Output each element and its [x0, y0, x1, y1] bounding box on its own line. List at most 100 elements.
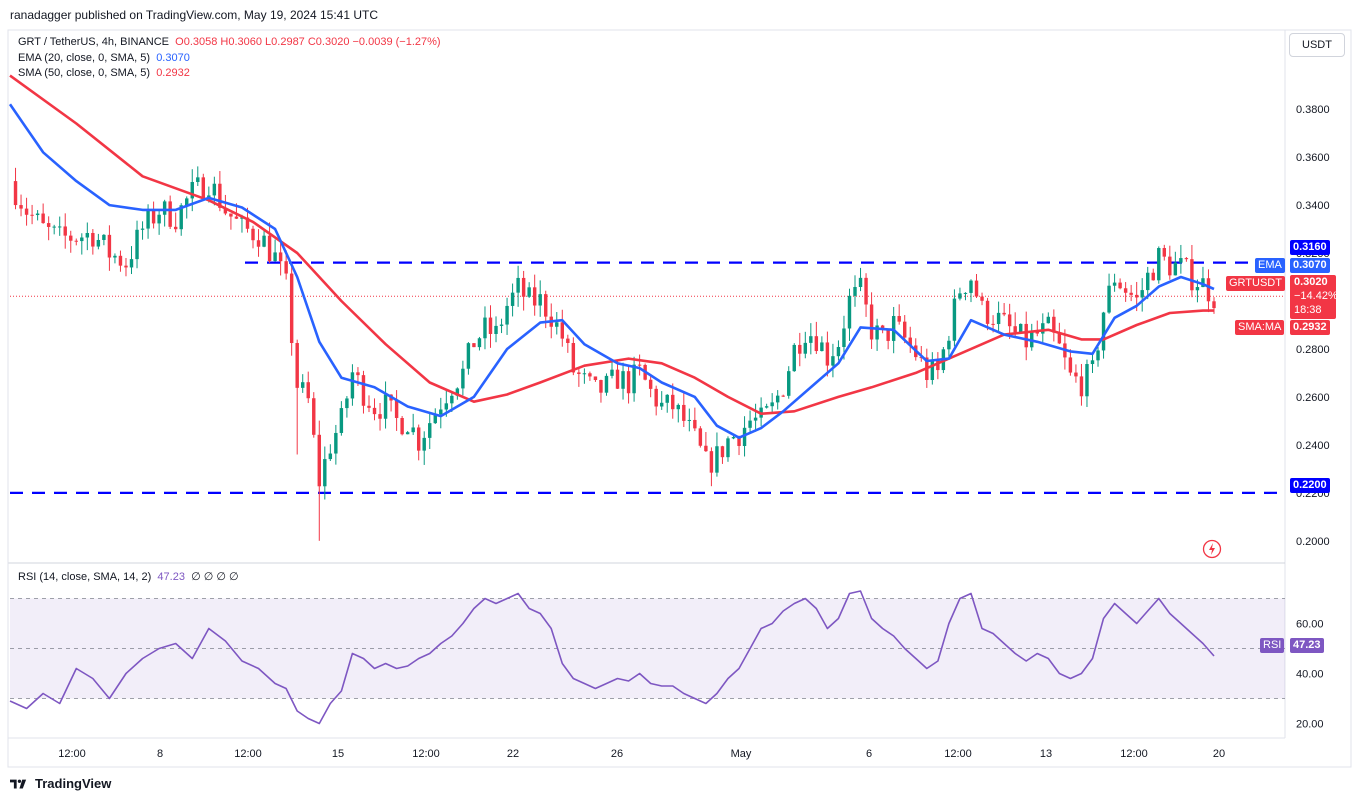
price-tick-label: 0.3400	[1296, 200, 1330, 212]
time-tick-label: 12:00	[58, 748, 86, 760]
candle-body	[825, 342, 830, 366]
time-tick-label: 6	[865, 748, 873, 760]
tradingview-footer: TradingView	[10, 776, 111, 791]
candle-body	[532, 287, 537, 306]
tradingview-logo-icon	[10, 779, 27, 789]
candle-body	[820, 342, 824, 352]
candle-body	[991, 323, 995, 325]
candle-body	[1162, 248, 1167, 257]
candle-body	[847, 295, 852, 329]
candle-body	[853, 286, 857, 296]
candle-body	[919, 357, 923, 359]
time-tick-label: 20	[1212, 748, 1226, 760]
price-plot	[8, 74, 1285, 541]
price-tick-label: 0.2800	[1296, 344, 1330, 356]
rsi-name-tag: RSI	[1260, 638, 1285, 653]
candle-body	[720, 446, 725, 458]
candle-body	[858, 277, 863, 287]
candle-body	[676, 404, 680, 410]
candle-body	[251, 228, 255, 241]
legend-ema-label[interactable]: EMA (20, close, 0, SMA, 5)	[18, 51, 151, 64]
price-tick-label: 0.2400	[1296, 440, 1330, 452]
candle-body	[704, 445, 708, 452]
candle-body	[908, 337, 912, 346]
legend-ohlc: O0.3058 H0.3060 L0.2987 C0.3020 −0.0039 …	[175, 36, 441, 48]
candle-body	[13, 181, 18, 206]
candle-body	[1195, 287, 1200, 291]
candle-body	[317, 434, 321, 487]
candle-body	[1013, 326, 1017, 333]
candle-body	[1002, 312, 1006, 315]
candle-body	[1184, 258, 1189, 260]
candle-body	[433, 414, 437, 424]
candle-body	[582, 373, 587, 375]
candle-body	[24, 208, 29, 215]
candle-body	[566, 338, 570, 344]
candle-body	[781, 395, 785, 397]
candle-body	[715, 446, 719, 473]
candle-body	[284, 261, 288, 274]
candle-body	[648, 379, 653, 389]
candle-body	[378, 414, 382, 419]
candle-body	[544, 294, 548, 317]
candle-body	[168, 201, 172, 227]
candle-body	[1024, 323, 1028, 348]
candle-body	[599, 380, 603, 393]
currency-button[interactable]: USDT	[1289, 33, 1345, 57]
legend-symbol[interactable]: GRT / TetherUS, 4h, BINANCE	[18, 36, 170, 48]
rsi-band	[10, 598, 1285, 699]
candle-body	[936, 360, 940, 371]
rsi-value-tag: 47.23	[1290, 638, 1324, 653]
candle-body	[466, 343, 471, 369]
candle-body	[659, 402, 664, 407]
candle-body	[1151, 272, 1155, 281]
candle-body	[610, 369, 614, 376]
rsi-tick-label: 40.00	[1296, 669, 1324, 681]
rsi-plot	[9, 590, 1285, 725]
candle-body	[521, 277, 526, 297]
candle-body	[974, 280, 979, 297]
ema-value-tag: 0.3070	[1290, 258, 1330, 273]
candle-body	[102, 234, 106, 240]
last-price-box: 0.3020 −14.42% 18:38	[1290, 275, 1338, 319]
candle-body	[229, 213, 233, 217]
price-tick-label: 0.2000	[1296, 536, 1330, 548]
candle-body	[1123, 288, 1128, 293]
candle-body	[626, 371, 631, 394]
candle-body	[411, 427, 415, 433]
candle-body	[96, 239, 101, 247]
candle-body	[323, 459, 327, 487]
candle-body	[356, 372, 360, 376]
candle-body	[19, 205, 23, 209]
candle-body	[400, 417, 404, 435]
rsi-tick-label: 60.00	[1296, 619, 1324, 631]
candle-body	[162, 201, 167, 215]
candle-body	[1068, 357, 1073, 373]
candle-body	[1190, 259, 1194, 291]
last-price-value: 0.3020	[1294, 276, 1328, 288]
lightning-icon[interactable]	[1202, 539, 1222, 559]
candle-body	[52, 226, 56, 228]
time-tick-label: 15	[331, 748, 345, 760]
legend-sma-label[interactable]: SMA (50, close, 0, SMA, 5)	[18, 67, 151, 79]
candle-body	[151, 210, 156, 224]
rsi-legend-label[interactable]: RSI (14, close, SMA, 14, 2)	[18, 571, 152, 583]
candle-body	[439, 409, 443, 415]
candle-body	[555, 322, 559, 327]
candle-body	[1052, 316, 1056, 333]
candle-body	[798, 344, 802, 354]
candle-body	[1118, 282, 1122, 289]
candle-body	[1096, 350, 1100, 361]
candle-body	[748, 420, 752, 428]
candle-body	[803, 342, 808, 354]
publisher-caption: ranadagger published on TradingView.com,…	[10, 8, 379, 22]
candle-body	[1085, 364, 1089, 397]
candle-body	[35, 213, 40, 216]
candle-body	[1140, 290, 1144, 298]
candle-body	[267, 235, 272, 262]
candle-body	[527, 287, 531, 297]
candle-body	[63, 226, 67, 236]
candle-body	[262, 235, 266, 247]
candle-body	[1041, 323, 1045, 334]
candle-body	[1146, 272, 1150, 291]
